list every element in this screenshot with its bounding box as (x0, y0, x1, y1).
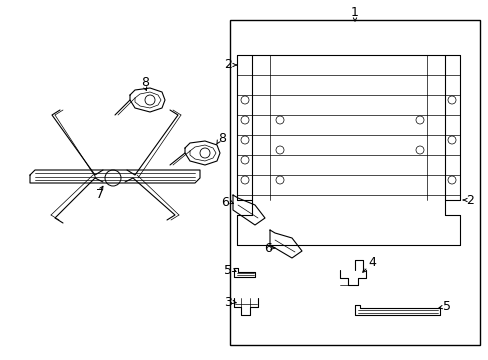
Bar (229, 20, 479, 345)
Text: 6: 6 (264, 242, 271, 255)
Text: 2: 2 (465, 194, 473, 207)
Text: 7: 7 (96, 189, 104, 202)
Text: 2: 2 (224, 58, 231, 72)
Text: 8: 8 (218, 131, 225, 144)
Text: 3: 3 (224, 296, 231, 309)
Text: 5: 5 (224, 264, 231, 276)
Text: 5: 5 (442, 301, 450, 314)
Text: 6: 6 (221, 195, 228, 208)
Text: 1: 1 (350, 5, 358, 18)
Text: 4: 4 (367, 256, 375, 270)
Text: 8: 8 (141, 76, 149, 89)
